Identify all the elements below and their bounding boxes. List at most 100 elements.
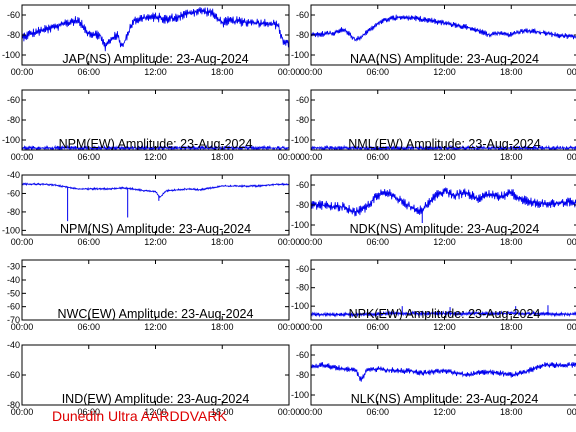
y-tick-label: -60 [296,10,309,20]
x-tick-label: 00:00 [278,407,301,417]
panel-title: JAP(NS) Amplitude: 23-Aug-2024 [62,52,248,66]
y-tick-label: -100 [291,50,309,60]
panel-title: NPK(EW) Amplitude: 23-Aug-2024 [349,307,541,321]
x-tick-label: 00:00 [300,152,323,162]
x-tick-label: 12:00 [144,407,167,417]
panel-1: -100 -80 -60 00:00 06:00 12:00 18:00 00:00 JAP(N… [2,4,301,77]
panel-title: IND(EW) Amplitude: 23-Aug-2024 [62,392,250,406]
x-tick-label: 12:00 [433,407,456,417]
x-tick-label: 18:00 [211,67,234,77]
x-tick-label: 00:00 [278,67,301,77]
x-tick-label: 00:00 [11,407,34,417]
y-tick-label: -100 [2,225,20,235]
y-tick-label: -40 [7,170,20,180]
y-tick-label: -100 [2,135,20,145]
y-tick-label: -80 [7,400,20,410]
panel-title: NDK(NS) Amplitude: 23-Aug-2024 [350,222,540,236]
x-tick-label: 18:00 [500,322,523,332]
series-line [311,362,576,382]
y-tick-label: -30 [7,262,20,272]
y-tick-label: -100 [291,220,309,230]
panel-title: NLK(NS) Amplitude: 23-Aug-2024 [351,392,539,406]
x-tick-label: 06:00 [366,407,389,417]
panel-7: -70 -60 -50 -40 -30 00:00 06:00 12:00 18:00 00:00… [7,259,300,332]
y-tick-label: -80 [296,115,309,125]
x-tick-label: 00:00 [567,67,576,77]
x-tick-label: 00:00 [567,237,576,247]
x-tick-label: 00:00 [300,67,323,77]
y-tick-label: -60 [296,350,309,360]
x-tick-label: 06:00 [77,407,100,417]
y-tick-label: -40 [7,275,20,285]
x-tick-label: 18:00 [500,237,523,247]
y-tick-label: -40 [7,340,20,350]
x-tick-label: 12:00 [144,237,167,247]
x-tick-label: 06:00 [77,237,100,247]
panel-title: NWC(EW) Amplitude: 23-Aug-2024 [58,307,254,321]
x-tick-label: 18:00 [500,407,523,417]
series-line [311,187,576,217]
x-tick-label: 00:00 [278,152,301,162]
y-tick-label: -60 [7,95,20,105]
panel-title: NPM(NS) Amplitude: 23-Aug-2024 [60,222,251,236]
series-line [22,6,289,52]
y-tick-label: -70 [7,315,20,325]
y-tick-label: -80 [7,115,20,125]
x-tick-label: 12:00 [144,152,167,162]
x-tick-label: 00:00 [567,407,576,417]
y-tick-label: -100 [291,301,309,311]
y-tick-label: -80 [7,30,20,40]
y-tick-label: -60 [296,95,309,105]
x-tick-label: 06:00 [366,67,389,77]
y-tick-label: -60 [296,180,309,190]
y-tick-label: -80 [296,200,309,210]
panel-4: -100 -80 -60 00:00 06:00 12:00 18:00 00:00 NML(E… [291,89,576,162]
x-tick-label: 06:00 [366,322,389,332]
series-line [22,182,289,199]
x-tick-label: 00:00 [300,407,323,417]
x-tick-label: 12:00 [433,322,456,332]
panel-5: -100 -80 -60 -40 00:00 06:00 12:00 18:00 00:00 NP… [2,170,300,247]
panel-10: -100 -80 -60 00:00 06:00 12:00 18:00 00:00 NLK(N… [291,344,576,417]
panel-8: -100 -80 -60 00:00 06:00 12:00 18:00 00:00 NPK(E… [291,259,576,332]
x-tick-label: 00:00 [11,322,34,332]
y-tick-label: -60 [296,264,309,274]
y-tick-label: -60 [7,188,20,198]
y-tick-label: -60 [7,10,20,20]
panel-6: -100 -80 -60 00:00 06:00 12:00 18:00 00:00 NDK(N… [291,174,576,247]
panel-3: -100 -80 -60 00:00 06:00 12:00 18:00 00:00 NPM(E… [2,89,301,162]
x-tick-label: 12:00 [144,67,167,77]
x-tick-label: 00:00 [278,237,301,247]
y-tick-label: -60 [7,302,20,312]
y-tick-label: -100 [291,390,309,400]
x-tick-label: 18:00 [211,152,234,162]
x-tick-label: 18:00 [500,152,523,162]
panel-2: -100 -80 -60 00:00 06:00 12:00 18:00 00:00 NAA(N… [291,4,576,77]
y-tick-label: -80 [7,207,20,217]
x-tick-label: 06:00 [366,152,389,162]
x-tick-label: 00:00 [300,237,323,247]
x-tick-label: 00:00 [567,152,576,162]
y-tick-label: -60 [7,370,20,380]
x-tick-label: 06:00 [366,237,389,247]
x-tick-label: 00:00 [11,152,34,162]
y-tick-label: -80 [296,370,309,380]
x-tick-label: 18:00 [211,407,234,417]
x-tick-label: 12:00 [433,237,456,247]
x-tick-label: 12:00 [144,322,167,332]
x-tick-label: 12:00 [433,152,456,162]
panel-title: NPM(EW) Amplitude: 23-Aug-2024 [59,137,253,151]
x-tick-label: 12:00 [433,67,456,77]
x-tick-label: 00:00 [11,67,34,77]
y-tick-label: -80 [296,30,309,40]
x-tick-label: 18:00 [211,237,234,247]
y-tick-label: -100 [291,135,309,145]
series-line [311,14,576,42]
x-tick-label: 18:00 [211,322,234,332]
x-tick-label: 06:00 [77,152,100,162]
x-tick-label: 00:00 [11,237,34,247]
y-tick-label: -100 [2,50,20,60]
x-tick-label: 00:00 [300,322,323,332]
panel-9: -80 -60 -40 00:00 06:00 12:00 18:00 00:00 IND(EW… [7,340,300,417]
